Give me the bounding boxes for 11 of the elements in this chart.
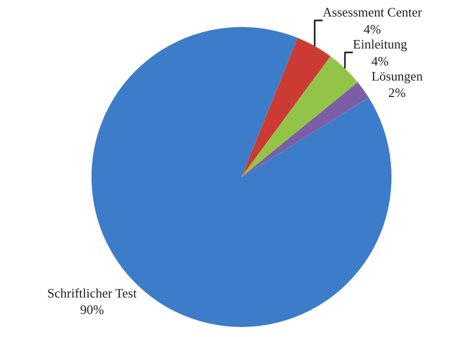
slice-label: Lösungen (371, 68, 424, 84)
slice-label: Schriftlicher Test (47, 285, 138, 300)
data-label: 4% (364, 21, 382, 36)
slice-label: Einleitung (352, 36, 408, 52)
data-label: 4% (371, 53, 389, 68)
pie-slice (242, 56, 358, 177)
pie-slice (242, 82, 369, 177)
data-label: 2% (388, 85, 406, 100)
data-label: 90% (80, 302, 104, 318)
pie-slice (242, 38, 331, 177)
slice-label: Assessment Center (322, 4, 423, 20)
